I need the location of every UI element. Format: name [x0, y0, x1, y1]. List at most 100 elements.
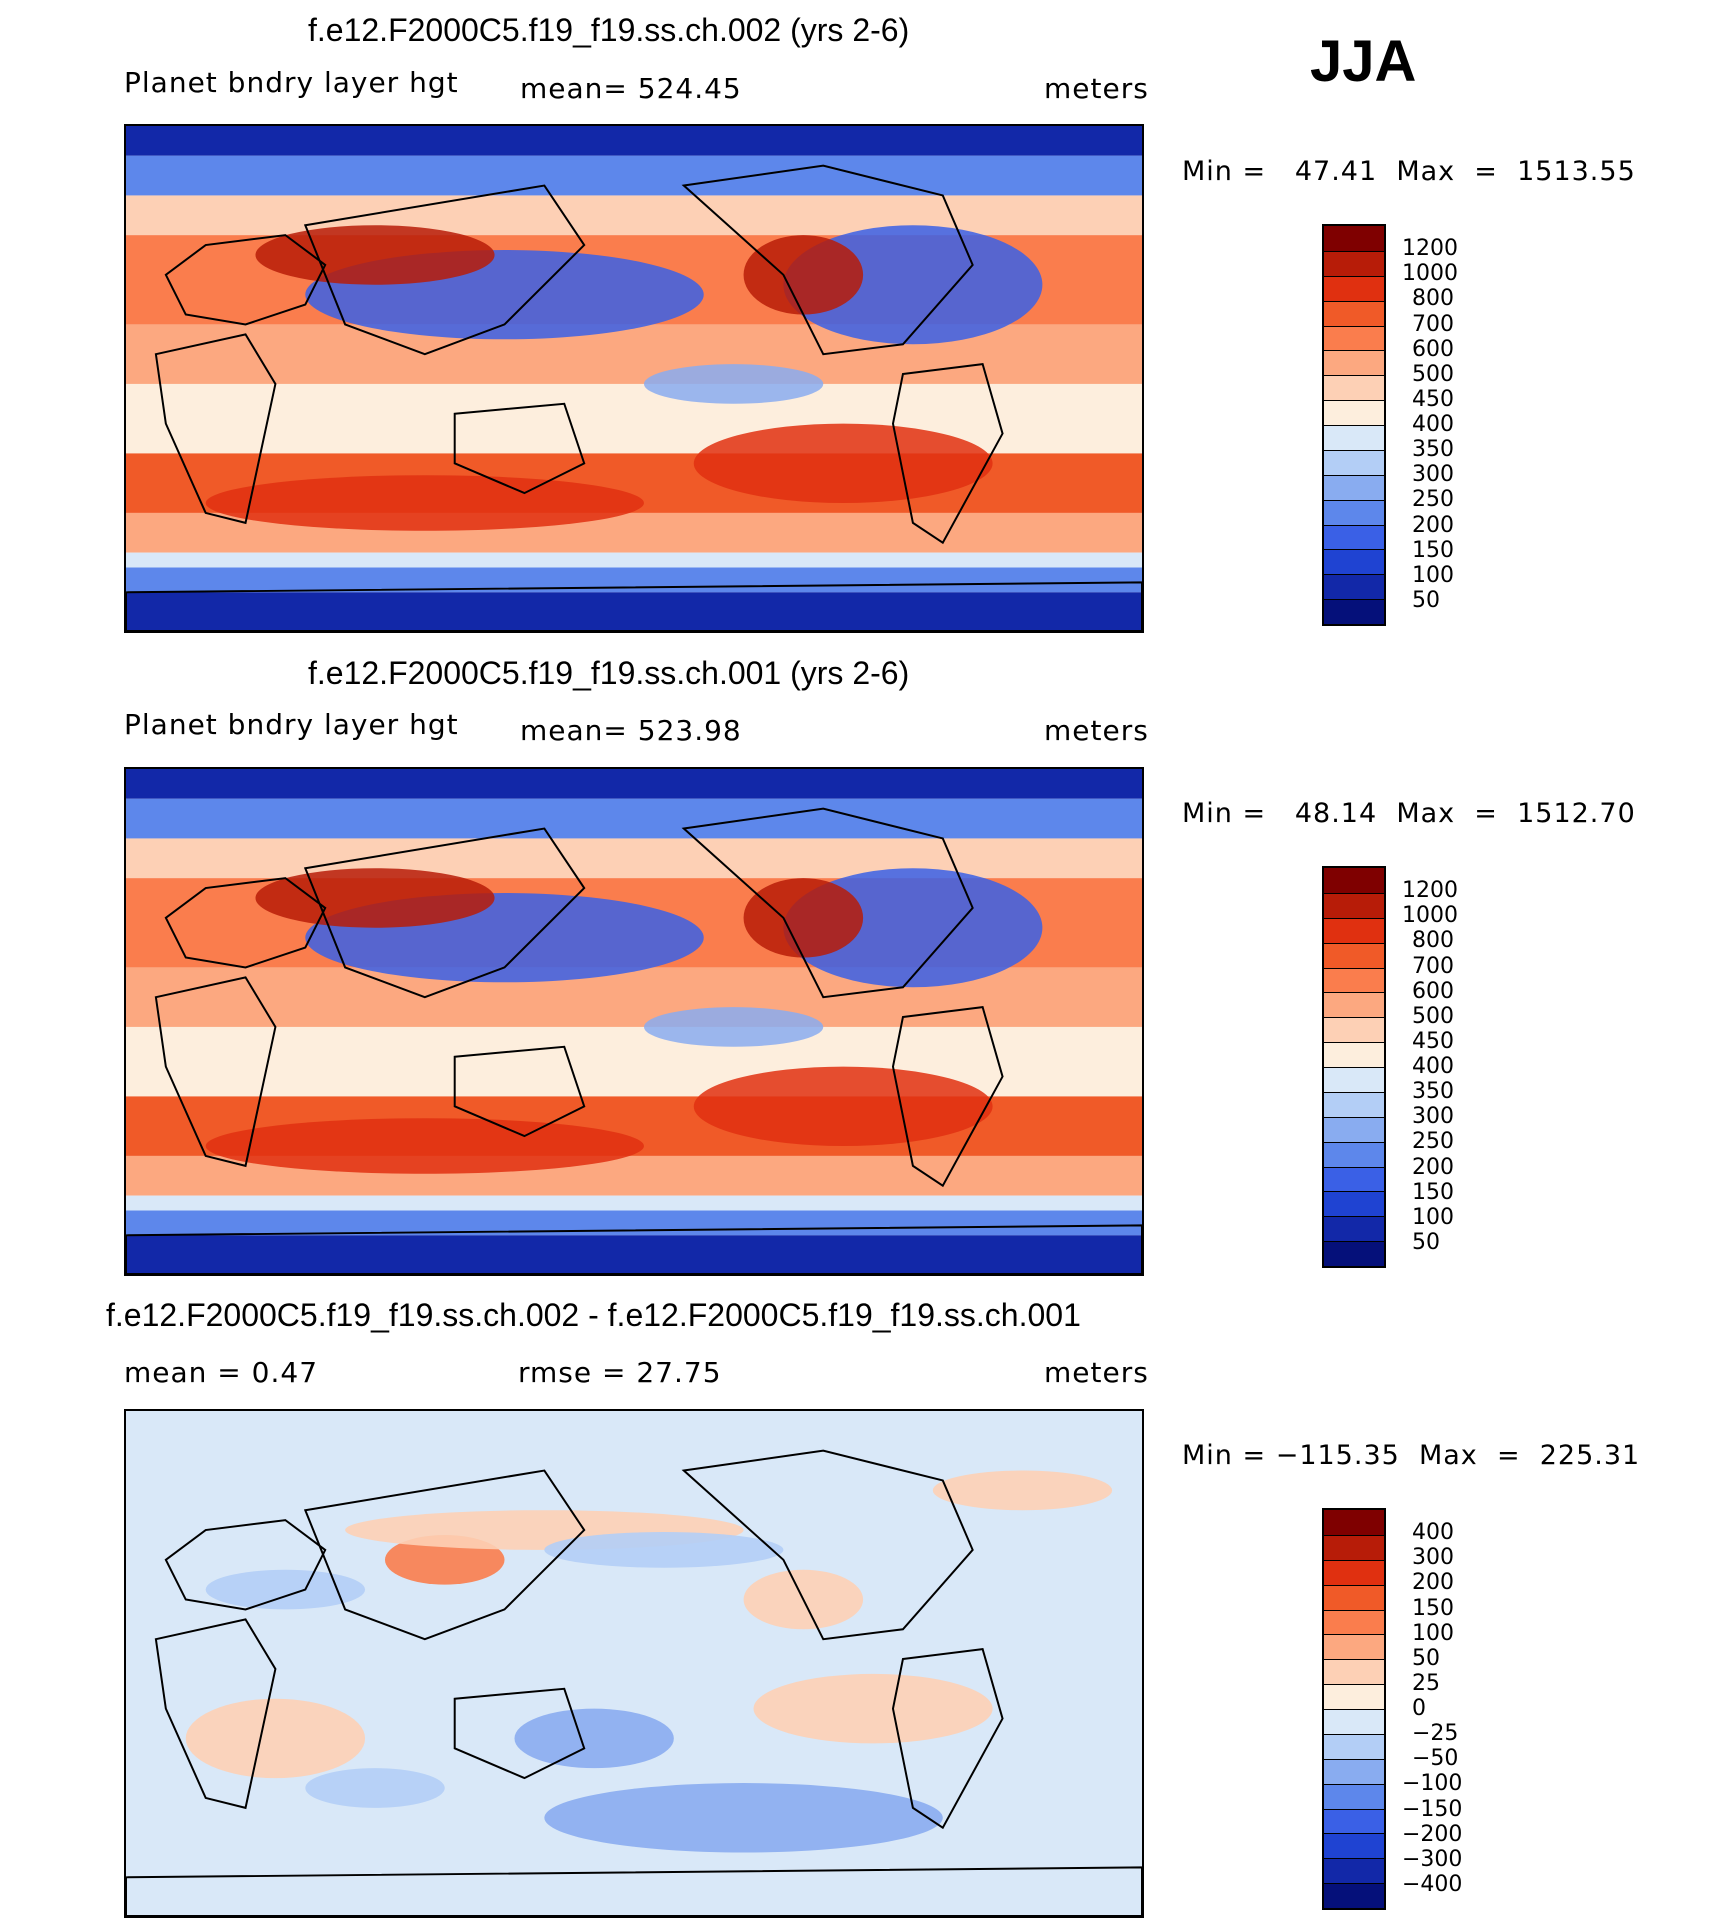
colorbar-tick-label: 400 — [1412, 1054, 1454, 1079]
colorbar-swatch — [1324, 226, 1384, 251]
colorbar-tick-label: 800 — [1412, 286, 1454, 312]
colorbar — [1322, 224, 1386, 626]
colorbar-swatch — [1324, 599, 1384, 624]
colorbar-tick-label: 400 — [1412, 412, 1454, 437]
colorbar-swatch — [1324, 300, 1384, 326]
rmse-label: rmse = 27.75 — [518, 1356, 722, 1389]
colorbar-swatch — [1324, 1659, 1384, 1685]
colorbar-tick-label: 1000 — [1402, 261, 1458, 287]
panel-title: f.e12.F2000C5.f19_f19.ss.ch.002 - f.e12.… — [106, 1297, 1081, 1333]
colorbar-swatch — [1324, 1858, 1384, 1884]
colorbar-swatch — [1324, 1510, 1384, 1535]
colorbar-tick-label: 350 — [1412, 437, 1454, 463]
colorbar-tick-label: 0 — [1412, 1696, 1426, 1721]
variable-label: Planet bndry layer hgt — [124, 708, 459, 741]
colorbar-tick-label: 1000 — [1402, 903, 1458, 929]
colorbar-swatch — [1324, 325, 1384, 351]
colorbar-tick-label: 700 — [1412, 953, 1454, 979]
colorbar-swatch — [1324, 942, 1384, 968]
colorbar-tick-label: 600 — [1412, 336, 1454, 362]
colorbar-swatch — [1324, 917, 1384, 943]
colorbar-tick-label: 100 — [1412, 1620, 1454, 1646]
colorbar-tick-label: 1200 — [1402, 236, 1458, 262]
colorbar-tick-label: −200 — [1402, 1821, 1463, 1847]
colorbar-swatch — [1324, 549, 1384, 575]
colorbar-swatch — [1324, 449, 1384, 475]
colorbar-swatch — [1324, 1584, 1384, 1610]
colorbar-swatch — [1324, 1709, 1384, 1734]
colorbar-tick-label: 350 — [1412, 1079, 1454, 1105]
colorbar-tick-label: 500 — [1412, 1003, 1454, 1029]
mean-label: mean = 0.47 — [124, 1356, 319, 1389]
colorbar-swatch — [1324, 1042, 1384, 1067]
colorbar-tick-label: 50 — [1412, 587, 1440, 613]
colorbar-tick-label: 300 — [1412, 1104, 1454, 1130]
colorbar-swatch — [1324, 1758, 1384, 1784]
map-field — [124, 767, 1144, 1276]
colorbar-swatch — [1324, 400, 1384, 425]
colorbar-tick-label: 300 — [1412, 462, 1454, 488]
colorbar-tick-label: 200 — [1412, 1570, 1454, 1596]
colorbar-tick-label: 25 — [1412, 1670, 1440, 1696]
colorbar-swatch — [1324, 1067, 1384, 1092]
min-max-label: Min = 48.14 Max = 1512.70 — [1182, 798, 1636, 829]
colorbar-swatch — [1324, 1883, 1384, 1908]
colorbar-tick-label: 200 — [1412, 512, 1454, 538]
mean-label: mean= 524.45 — [520, 72, 742, 105]
colorbar-tick-label: 250 — [1412, 487, 1454, 513]
colorbar-swatch — [1324, 425, 1384, 450]
colorbar-tick-label: 700 — [1412, 311, 1454, 337]
colorbar-swatch — [1324, 1634, 1384, 1660]
colorbar-tick-label: −25 — [1412, 1721, 1459, 1747]
colorbar-tick-label: 800 — [1412, 928, 1454, 954]
colorbar-swatch — [1324, 1534, 1384, 1560]
min-max-label: Min = 47.41 Max = 1513.55 — [1182, 156, 1636, 187]
colorbar-tick-label: −50 — [1412, 1746, 1459, 1772]
colorbar-swatch — [1324, 1609, 1384, 1635]
colorbar-swatch — [1324, 967, 1384, 993]
colorbar-swatch — [1324, 275, 1384, 301]
colorbar-tick-label: 1200 — [1402, 878, 1458, 904]
colorbar-swatch — [1324, 1833, 1384, 1859]
variable-label: Planet bndry layer hgt — [124, 66, 459, 99]
colorbar-swatch — [1324, 474, 1384, 500]
colorbar-tick-label: 450 — [1412, 1028, 1454, 1054]
colorbar-tick-label: 50 — [1412, 1645, 1440, 1671]
colorbar-swatch — [1324, 1684, 1384, 1709]
colorbar-tick-label: 150 — [1412, 537, 1454, 563]
colorbar-swatch — [1324, 499, 1384, 525]
colorbar-swatch — [1324, 1116, 1384, 1142]
colorbar-tick-label: 100 — [1412, 562, 1454, 588]
panel-title: f.e12.F2000C5.f19_f19.ss.ch.002 (yrs 2-6… — [308, 12, 910, 48]
colorbar-tick-label: −150 — [1402, 1796, 1463, 1822]
colorbar-tick-label: 100 — [1412, 1204, 1454, 1230]
colorbar-swatch — [1324, 1783, 1384, 1809]
colorbar-tick-label: −300 — [1402, 1846, 1463, 1872]
colorbar-swatch — [1324, 350, 1384, 376]
colorbar-swatch — [1324, 375, 1384, 401]
min-max-label: Min = −115.35 Max = 225.31 — [1182, 1440, 1641, 1471]
colorbar-swatch — [1324, 892, 1384, 918]
season-label: JJA — [1310, 29, 1417, 94]
units-label: meters — [1044, 72, 1149, 105]
colorbar-tick-label: 500 — [1412, 361, 1454, 387]
colorbar-tick-label: 150 — [1412, 1179, 1454, 1205]
colorbar-swatch — [1324, 1141, 1384, 1167]
colorbar-tick-label: 250 — [1412, 1129, 1454, 1155]
colorbar-swatch — [1324, 1216, 1384, 1242]
colorbar-swatch — [1324, 1241, 1384, 1266]
colorbar-tick-label: 300 — [1412, 1545, 1454, 1571]
colorbar-tick-label: 400 — [1412, 1520, 1454, 1546]
mean-label: mean= 523.98 — [520, 714, 742, 747]
map-field — [124, 124, 1144, 633]
units-label: meters — [1044, 1356, 1149, 1389]
map-field — [124, 1409, 1144, 1918]
colorbar-swatch — [1324, 1733, 1384, 1759]
colorbar-swatch — [1324, 868, 1384, 893]
colorbar — [1322, 1508, 1386, 1910]
colorbar-swatch — [1324, 1091, 1384, 1117]
colorbar-swatch — [1324, 574, 1384, 600]
colorbar-swatch — [1324, 1808, 1384, 1834]
colorbar-tick-label: 50 — [1412, 1229, 1440, 1255]
colorbar-tick-label: −100 — [1402, 1771, 1463, 1797]
